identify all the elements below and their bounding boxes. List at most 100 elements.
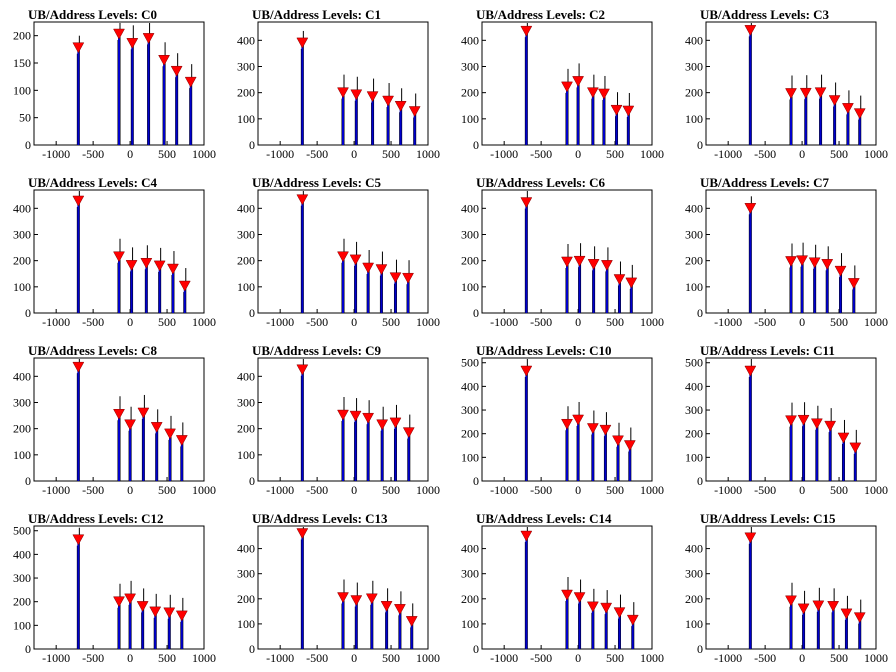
chart-title: UB/Address Levels: C4 (28, 175, 158, 190)
y-tick-label: 150 (13, 56, 31, 70)
x-tick-label: -1000 (490, 147, 518, 161)
chart-panel: UB/Address Levels: C0 0 50 100 150 200 -1000 -5… (0, 0, 224, 168)
chart-title: UB/Address Levels: C9 (252, 343, 382, 358)
peak-marker (124, 593, 137, 605)
x-tick-label: 500 (606, 483, 624, 497)
y-tick-label: 300 (461, 59, 479, 73)
x-tick-label: 0 (575, 651, 581, 665)
chart-panel: UB/Address Levels: C13 0 100 200 300 400 -1000… (224, 504, 448, 672)
y-tick-label: 300 (685, 59, 703, 73)
y-tick-label: 300 (237, 567, 255, 581)
x-tick-label: 0 (127, 315, 133, 329)
chart-panel: UB/Address Levels: C10 0 100 200 300 400 500 -1… (448, 336, 672, 504)
y-tick-label: 400 (461, 542, 479, 556)
x-tick-label: 1000 (192, 483, 216, 497)
peak-marker (613, 607, 626, 619)
y-tick-label: 100 (13, 618, 31, 632)
chart-title: UB/Address Levels: C2 (476, 7, 605, 22)
peak-marker (350, 89, 363, 101)
x-tick-label: 0 (799, 483, 805, 497)
chart-svg: UB/Address Levels: C3 0 100 200 300 400 -1000-… (685, 7, 888, 161)
y-tick-label: 0 (249, 474, 255, 488)
chart-panel: UB/Address Levels: C2 0 100 200 300 400 -1000-… (448, 0, 672, 168)
peak-marker (337, 251, 349, 263)
chart-svg: UB/Address Levels: C13 0 100 200 300 400 -1000… (237, 511, 440, 665)
y-tick-label: 0 (473, 138, 479, 152)
y-tick-label: 0 (697, 306, 703, 320)
x-tick-label: -500 (82, 651, 104, 665)
x-tick-label: -1000 (42, 483, 70, 497)
chart-title: UB/Address Levels: C8 (28, 343, 158, 358)
y-tick-label: 300 (685, 567, 703, 581)
chart-svg: UB/Address Levels: C5 0 100 200 300 400 -1000-… (237, 175, 440, 329)
chart-title: UB/Address Levels: C1 (252, 7, 381, 22)
x-tick-label: 500 (606, 315, 624, 329)
peak-marker (366, 91, 379, 103)
y-tick-label: 400 (237, 33, 255, 47)
peak-marker (821, 259, 834, 270)
peak-marker (610, 104, 623, 116)
chart-panel: UB/Address Levels: C6 0 100 200 300 400 -1000-… (448, 168, 672, 336)
y-tick-label: 100 (685, 112, 703, 126)
x-tick-label: -500 (82, 147, 104, 161)
x-tick-label: -1000 (714, 483, 742, 497)
y-tick-label: 100 (237, 112, 255, 126)
x-tick-label: 1000 (416, 651, 440, 665)
chart-title: UB/Address Levels: C13 (252, 511, 388, 526)
peak-marker (375, 264, 388, 276)
x-tick-label: -1000 (490, 483, 518, 497)
y-tick-label: 200 (13, 29, 31, 43)
peak-marker (828, 95, 841, 107)
y-tick-label: 300 (13, 571, 31, 585)
chart-svg: UB/Address Levels: C7 0 100 200 300 400 -1000-… (685, 175, 888, 329)
x-tick-label: 1000 (864, 483, 888, 497)
x-tick-label: 500 (158, 483, 176, 497)
x-tick-label: -500 (530, 315, 552, 329)
x-tick-label: -500 (530, 147, 552, 161)
peak-marker (626, 614, 639, 626)
peak-marker (561, 256, 573, 268)
peak-marker (140, 258, 153, 269)
x-tick-label: 500 (382, 315, 400, 329)
peak-marker (586, 87, 599, 99)
peak-marker (337, 87, 349, 99)
peak-marker (337, 592, 349, 604)
peak-marker (137, 407, 150, 419)
y-tick-label: 100 (237, 617, 255, 631)
x-tick-label: -1000 (42, 315, 70, 329)
y-tick-label: 300 (461, 567, 479, 581)
peak-marker (350, 595, 363, 607)
peak-marker (164, 428, 176, 440)
chart-panel: UB/Address Levels: C15 0 100 200 300 400 -1000… (672, 504, 896, 672)
y-tick-label: 200 (685, 427, 703, 441)
chart-svg: UB/Address Levels: C4 0 100 200 300 400 -1000-… (13, 175, 216, 329)
x-tick-label: 1000 (192, 147, 216, 161)
peak-marker (170, 65, 183, 77)
y-tick-label: 200 (461, 427, 479, 441)
chart-svg: UB/Address Levels: C11 0 100 200 300 400 500 -1… (685, 343, 888, 497)
y-tick-label: 400 (685, 542, 703, 556)
chart-panel: UB/Address Levels: C11 0 100 200 300 400 500 -1… (672, 336, 896, 504)
y-tick-label: 300 (685, 227, 703, 241)
y-tick-label: 200 (13, 254, 31, 268)
y-tick-label: 400 (461, 33, 479, 47)
peak-marker (810, 418, 823, 430)
y-tick-label: 100 (13, 280, 31, 294)
peak-marker (799, 87, 812, 99)
y-tick-label: 0 (249, 642, 255, 656)
chart-panel: UB/Address Levels: C8 0 100 200 300 400 -1000-… (0, 336, 224, 504)
x-tick-label: -1000 (490, 315, 518, 329)
chart-panel: UB/Address Levels: C9 0 100 200 300 400 -1000-… (224, 336, 448, 504)
peak-marker (600, 260, 613, 271)
peak-marker (600, 602, 613, 614)
y-tick-label: 200 (237, 422, 255, 436)
peak-marker (113, 28, 125, 40)
x-tick-label: 0 (127, 147, 133, 161)
chart-svg: UB/Address Levels: C10 0 100 200 300 400 500 -1… (461, 343, 664, 497)
y-tick-label: 0 (697, 642, 703, 656)
x-tick-label: 0 (127, 483, 133, 497)
y-tick-label: 0 (25, 474, 31, 488)
peak-marker (389, 417, 402, 429)
x-tick-label: 500 (382, 147, 400, 161)
